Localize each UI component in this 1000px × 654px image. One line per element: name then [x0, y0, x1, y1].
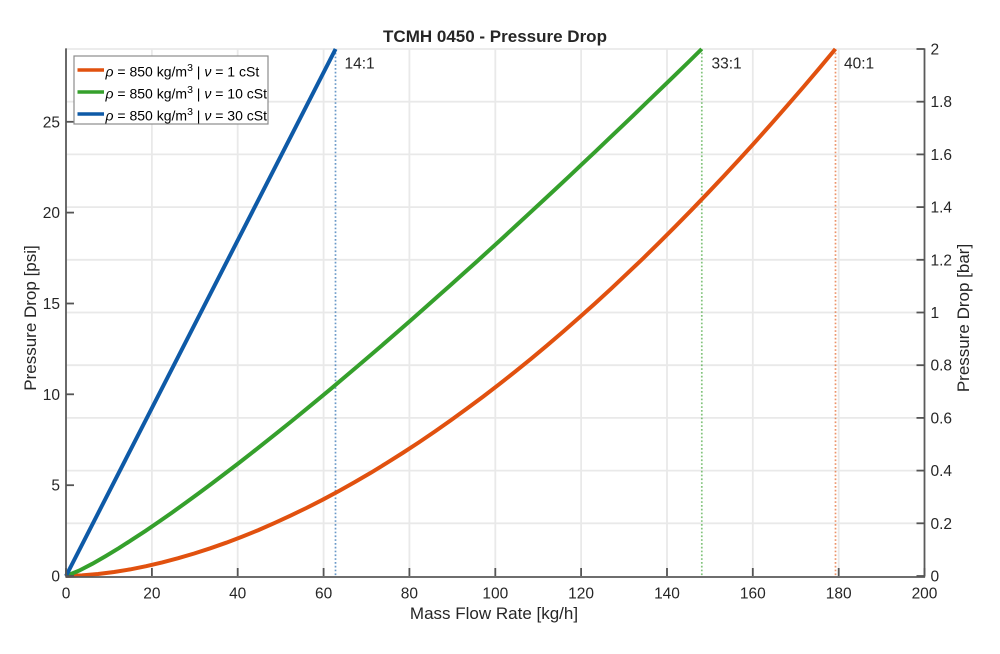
- svg-text:Mass Flow Rate [kg/h]: Mass Flow Rate [kg/h]: [410, 604, 578, 623]
- svg-text:60: 60: [315, 586, 333, 603]
- svg-text:0.4: 0.4: [931, 463, 953, 480]
- svg-text:15: 15: [43, 296, 60, 313]
- svg-text:0: 0: [51, 569, 60, 586]
- svg-text:10: 10: [43, 387, 61, 404]
- svg-text:1: 1: [931, 305, 940, 322]
- svg-text:0.8: 0.8: [931, 358, 953, 375]
- svg-text:1.8: 1.8: [931, 94, 953, 111]
- svg-text:ρ = 850 kg/m3 | ν = 1 cSt: ρ = 850 kg/m3 | ν = 1 cSt: [105, 62, 260, 80]
- svg-text:ρ = 850 kg/m3 | ν = 30 cSt: ρ = 850 kg/m3 | ν = 30 cSt: [105, 106, 268, 124]
- svg-text:5: 5: [51, 478, 60, 495]
- svg-text:0.6: 0.6: [931, 410, 953, 427]
- svg-text:ρ = 850 kg/m3 | ν = 10 cSt: ρ = 850 kg/m3 | ν = 10 cSt: [105, 84, 268, 102]
- svg-text:Pressure Drop [psi]: Pressure Drop [psi]: [21, 245, 40, 391]
- svg-text:140: 140: [654, 586, 680, 603]
- svg-text:1.4: 1.4: [931, 200, 953, 217]
- svg-text:33:1: 33:1: [712, 56, 742, 73]
- svg-text:2: 2: [931, 42, 940, 59]
- svg-text:0: 0: [62, 586, 71, 603]
- svg-text:180: 180: [826, 586, 852, 603]
- svg-text:1.2: 1.2: [931, 252, 953, 269]
- svg-text:200: 200: [912, 586, 938, 603]
- svg-text:20: 20: [143, 586, 161, 603]
- svg-text:0: 0: [931, 569, 940, 586]
- svg-text:100: 100: [482, 586, 508, 603]
- svg-text:40: 40: [229, 586, 247, 603]
- svg-text:40:1: 40:1: [844, 56, 874, 73]
- svg-text:TCMH 0450 - Pressure Drop: TCMH 0450 - Pressure Drop: [383, 27, 607, 46]
- svg-text:160: 160: [740, 586, 766, 603]
- svg-text:80: 80: [401, 586, 419, 603]
- svg-text:14:1: 14:1: [345, 56, 375, 73]
- svg-text:25: 25: [43, 114, 60, 131]
- svg-text:120: 120: [568, 586, 594, 603]
- svg-text:20: 20: [43, 205, 61, 222]
- svg-text:1.6: 1.6: [931, 147, 953, 164]
- svg-text:Pressure Drop [bar]: Pressure Drop [bar]: [954, 244, 973, 392]
- svg-text:0.2: 0.2: [931, 516, 953, 533]
